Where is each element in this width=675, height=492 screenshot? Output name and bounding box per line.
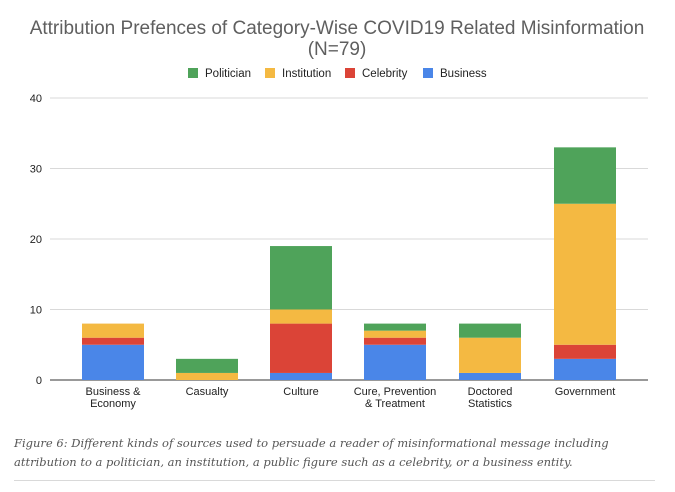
- figure-caption: Figure 6: Different kinds of sources use…: [14, 436, 609, 469]
- x-tick-label-doctored-statistics: Doctored Statistics: [468, 386, 513, 410]
- bar-cure-prevention-treatment-institution: [364, 330, 426, 338]
- y-tick-label-0: 0: [36, 375, 42, 387]
- bar-government-politician: [554, 147, 616, 204]
- legend: Politician Institution Celebrity Business: [188, 68, 487, 80]
- caption-divider: [14, 480, 655, 481]
- legend-swatch-institution: [265, 68, 275, 78]
- x-tick-label-culture: Culture: [283, 386, 318, 398]
- bar-culture-institution: [270, 309, 332, 324]
- y-tick-label-10: 10: [30, 305, 42, 317]
- bar-business-economy-business: [82, 344, 144, 380]
- bar-business-economy-celebrity: [82, 337, 144, 345]
- legend-swatch-politician: [188, 68, 198, 78]
- legend-label-institution: Institution: [282, 68, 331, 80]
- y-tick-label-30: 30: [30, 164, 42, 176]
- legend-swatch-celebrity: [345, 68, 355, 78]
- y-tick-label-40: 40: [30, 93, 42, 105]
- x-tick-label-government: Government: [555, 386, 616, 398]
- bar-government-institution: [554, 203, 616, 345]
- legend-label-celebrity: Celebrity: [362, 68, 408, 80]
- bar-business-economy-institution: [82, 323, 144, 338]
- x-tick-label-cure-prevention-treatment: Cure, Prevention & Treatment: [354, 386, 437, 410]
- bar-cure-prevention-treatment-celebrity: [364, 337, 426, 345]
- bar-doctored-statistics-institution: [459, 337, 521, 373]
- legend-label-business: Business: [440, 68, 487, 80]
- bar-casualty-institution: [176, 372, 238, 380]
- legend-label-politician: Politician: [205, 68, 251, 80]
- chart-title: Attribution Prefences of Category-Wise C…: [30, 18, 645, 39]
- bar-cure-prevention-treatment-business: [364, 344, 426, 380]
- bars: [82, 147, 616, 380]
- y-tick-label-20: 20: [30, 234, 42, 246]
- x-tick-label-business-economy: Business & Economy: [85, 386, 141, 410]
- bar-government-celebrity: [554, 344, 616, 359]
- bar-culture-celebrity: [270, 323, 332, 373]
- bar-culture-business: [270, 372, 332, 380]
- bar-culture-politician: [270, 246, 332, 310]
- x-tick-label-casualty: Casualty: [186, 386, 229, 398]
- x-axis-labels: Business & Economy Casualty Culture Cure, Pr…: [85, 386, 615, 410]
- legend-swatch-business: [423, 68, 433, 78]
- bar-doctored-statistics-politician: [459, 323, 521, 338]
- grid: 0 10 20 30 40: [30, 93, 648, 387]
- bar-casualty-politician: [176, 358, 238, 373]
- bar-government-business: [554, 358, 616, 380]
- stacked-bar-chart: Attribution Prefences of Category-Wise C…: [30, 18, 648, 410]
- chart-subtitle: (N=79): [308, 39, 367, 60]
- bar-doctored-statistics-business: [459, 372, 521, 380]
- bar-cure-prevention-treatment-politician: [364, 323, 426, 331]
